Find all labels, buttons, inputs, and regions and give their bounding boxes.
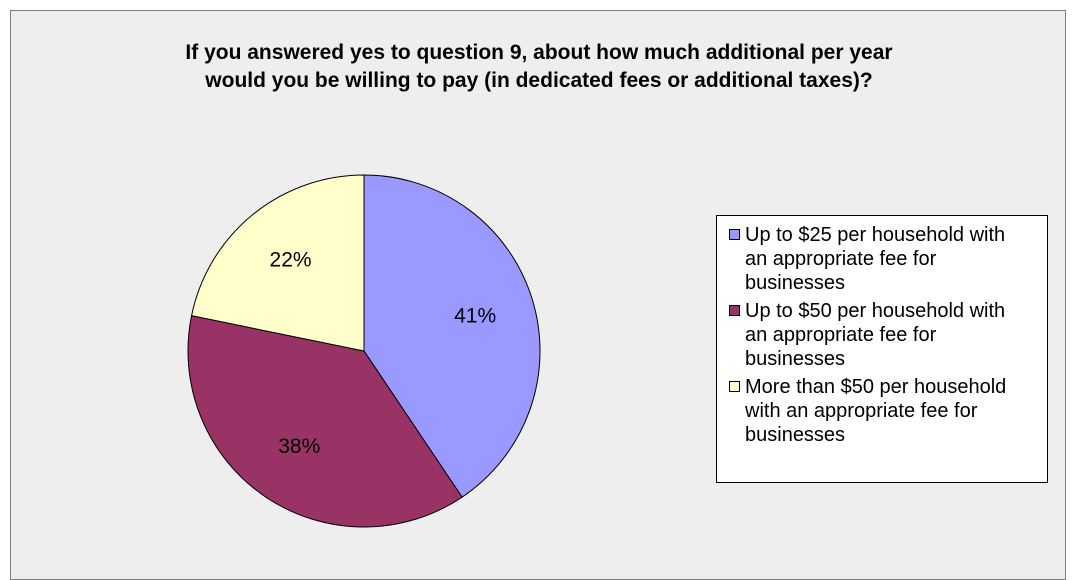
legend-text-line: businesses bbox=[745, 424, 846, 446]
legend: Up to $25 per household with an appropri… bbox=[716, 215, 1048, 483]
pie-slices bbox=[187, 174, 541, 528]
chart-title: If you answered yes to question 9, about… bbox=[11, 39, 1067, 95]
pie-chart: 41% 38% 22% bbox=[187, 174, 541, 528]
legend-text-line: Up to $25 per household with bbox=[745, 224, 1006, 246]
chart-title-line-2: would you be willing to pay (in dedicate… bbox=[205, 69, 873, 92]
pie-slice-1 bbox=[363, 174, 541, 498]
legend-text-line: with an appropriate fee for bbox=[745, 400, 978, 422]
chart-area: If you answered yes to question 9, about… bbox=[10, 10, 1066, 580]
pie-data-label-3: 22% bbox=[270, 249, 312, 272]
pie-slice-3 bbox=[190, 174, 365, 352]
chart-title-line-1: If you answered yes to question 9, about… bbox=[185, 41, 893, 64]
legend-swatch-up-to-25 bbox=[729, 229, 740, 240]
legend-item-more-than-50: More than $50 per household with an appr… bbox=[729, 375, 1041, 447]
legend-item-up-to-25: Up to $25 per household with an appropri… bbox=[729, 223, 1041, 295]
pie-data-label-1: 41% bbox=[454, 305, 496, 328]
pie-labels: 41% 38% 22% bbox=[270, 249, 497, 458]
pie-data-label-2: 38% bbox=[278, 435, 320, 458]
pie-slice-2 bbox=[187, 315, 463, 528]
legend-text-line: More than $50 per household bbox=[745, 376, 1007, 398]
legend-text-line: businesses bbox=[745, 348, 846, 370]
legend-text-line: businesses bbox=[745, 272, 846, 294]
legend-text-line: an appropriate fee for bbox=[745, 324, 937, 346]
legend-swatch-more-than-50 bbox=[729, 381, 740, 392]
legend-text-line: an appropriate fee for bbox=[745, 248, 937, 270]
legend-swatch-up-to-50 bbox=[729, 305, 740, 316]
legend-text-line: Up to $50 per household with bbox=[745, 300, 1006, 322]
legend-item-up-to-50: Up to $50 per household with an appropri… bbox=[729, 299, 1041, 371]
